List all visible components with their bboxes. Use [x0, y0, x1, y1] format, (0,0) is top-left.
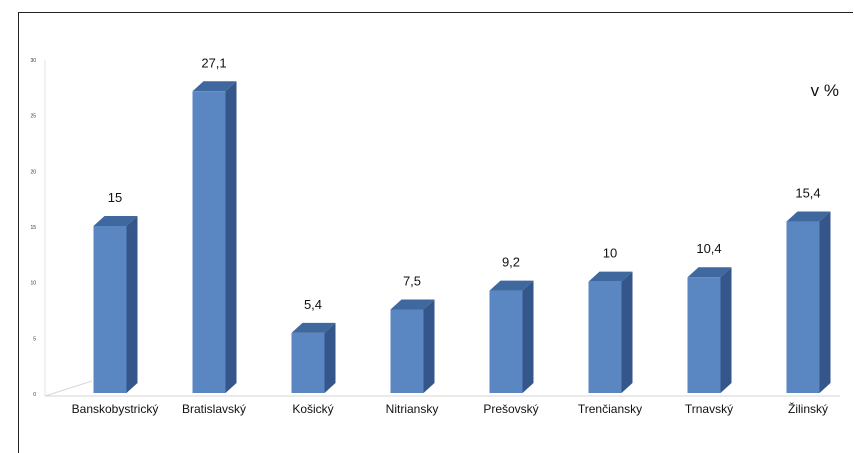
y-tick-label: 15	[30, 225, 36, 231]
bar	[192, 91, 226, 393]
bar-side	[522, 280, 534, 393]
x-tick-label: Banskobystrický	[72, 402, 159, 416]
bar	[390, 309, 424, 393]
unit-label: v %	[810, 81, 839, 100]
bar-side	[720, 267, 732, 393]
y-tick-label: 0	[33, 392, 36, 398]
x-tick-label: Prešovský	[483, 402, 538, 416]
data-label: 9,2	[502, 255, 520, 270]
bar	[588, 281, 622, 393]
bar-side	[621, 271, 633, 393]
bar-top	[291, 322, 336, 333]
y-tick-label: 10	[30, 281, 36, 287]
y-tick-label: 5	[33, 336, 36, 342]
bar-top	[588, 271, 633, 282]
bar-side	[126, 216, 138, 393]
bar-side	[225, 81, 237, 393]
y-tick-label: 20	[30, 169, 36, 175]
data-label: 5,4	[304, 297, 322, 312]
x-tick-label: Bratislavský	[182, 402, 246, 416]
x-tick-label: Žilinský	[788, 401, 828, 416]
bar	[786, 221, 820, 393]
bar	[489, 290, 523, 393]
bar-side	[423, 299, 435, 393]
y-tick-label: 30	[30, 58, 36, 64]
x-tick-label: Trnavský	[685, 402, 733, 416]
bar	[93, 226, 127, 393]
y-tick-label: 25	[30, 114, 36, 120]
bar-top	[687, 267, 732, 278]
bar-top	[390, 299, 435, 310]
bar-top	[786, 211, 831, 222]
data-label: 10,4	[696, 241, 721, 256]
data-label: 15,4	[795, 186, 820, 201]
data-label: 10	[603, 246, 617, 261]
bar	[687, 277, 721, 393]
bar-top	[93, 216, 138, 226]
data-label: 7,5	[403, 274, 421, 289]
floor-depth-line	[44, 380, 93, 397]
data-label: 27,1	[201, 55, 226, 70]
bar	[291, 332, 325, 393]
bar-top	[192, 81, 237, 92]
x-tick-label: Nitriansky	[386, 402, 439, 416]
bar-side	[819, 211, 831, 393]
bar-top	[489, 280, 534, 291]
bar-side	[324, 322, 336, 393]
x-tick-label: Košický	[292, 402, 333, 416]
x-tick-label: Trenčiansky	[578, 402, 642, 416]
data-label: 15	[108, 190, 122, 205]
